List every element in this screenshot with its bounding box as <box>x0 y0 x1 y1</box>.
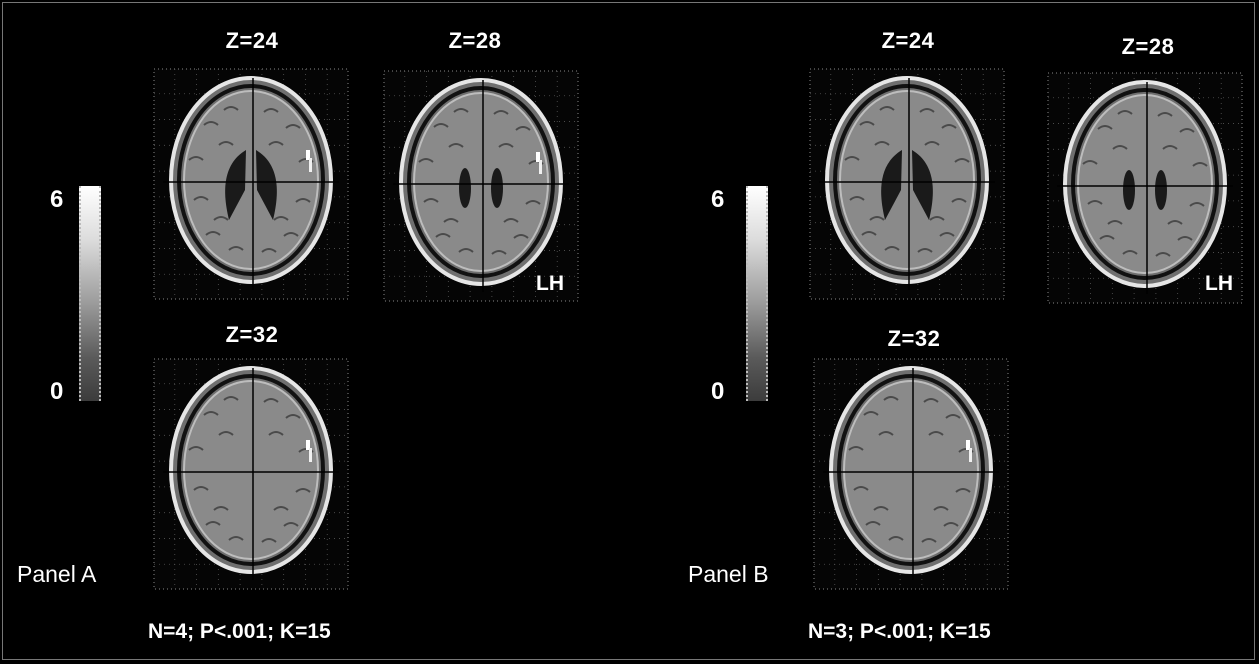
colorbar-max-a: 6 <box>50 186 64 213</box>
slice-label-b1: Z=24 <box>881 28 935 53</box>
hemisphere-label-b: LH <box>1205 272 1233 295</box>
brain-slice-a1 <box>153 68 349 300</box>
brain-slice-b1 <box>809 68 1005 300</box>
panel-a: Z=24 Z=28 LH 6 0 Z=32 Panel A N=4; P<.00… <box>17 28 579 643</box>
brain-slice-svg <box>153 358 349 590</box>
brain-tissue <box>183 90 319 270</box>
brain-tissue <box>839 90 975 270</box>
brain-slice-svg <box>809 68 1005 300</box>
brain-slice-svg <box>383 70 579 302</box>
brain-slice-svg <box>813 358 1009 590</box>
brain-slice-b3 <box>813 358 1009 590</box>
brain-tissue <box>183 380 319 560</box>
brain-slice-a2 <box>383 70 579 302</box>
activation-cluster <box>306 150 312 172</box>
panel-a-stats: N=4; P<.001; K=15 <box>148 620 331 643</box>
ventricles <box>459 168 503 208</box>
panel-b-label: Panel B <box>688 561 769 587</box>
activation-cluster <box>306 440 312 462</box>
colorbar-max-b: 6 <box>711 186 725 213</box>
brain-tissue <box>843 380 979 560</box>
brain-tissue <box>1077 94 1213 274</box>
brain-slice-a3 <box>153 358 349 590</box>
brain-slice-svg <box>153 68 349 300</box>
ventricles <box>1123 170 1167 210</box>
panel-a-label: Panel A <box>17 561 97 587</box>
colorbar-a <box>79 186 101 401</box>
slice-label-b3: Z=32 <box>887 326 941 351</box>
slice-label-a2: Z=28 <box>448 28 502 53</box>
slice-label-a3: Z=32 <box>225 322 279 347</box>
slice-label-b2: Z=28 <box>1121 34 1175 59</box>
ventricles <box>881 150 933 220</box>
brain-slice-b2 <box>1047 72 1243 304</box>
panel-b: Z=24 Z=28 LH 6 0 Z=32 Panel B N=3; P<.00… <box>640 0 1259 664</box>
activation-cluster <box>966 440 972 462</box>
brain-slice-svg <box>1047 72 1243 304</box>
activation-cluster <box>536 152 542 174</box>
colorbar-b <box>746 186 768 401</box>
ventricles <box>225 150 277 220</box>
panel-b-stats: N=3; P<.001; K=15 <box>808 620 991 643</box>
colorbar-min-b: 0 <box>711 378 725 405</box>
brain-tissue <box>413 92 549 272</box>
hemisphere-label-a: LH <box>536 272 564 295</box>
colorbar-min-a: 0 <box>50 378 64 405</box>
slice-label-a1: Z=24 <box>225 28 279 53</box>
